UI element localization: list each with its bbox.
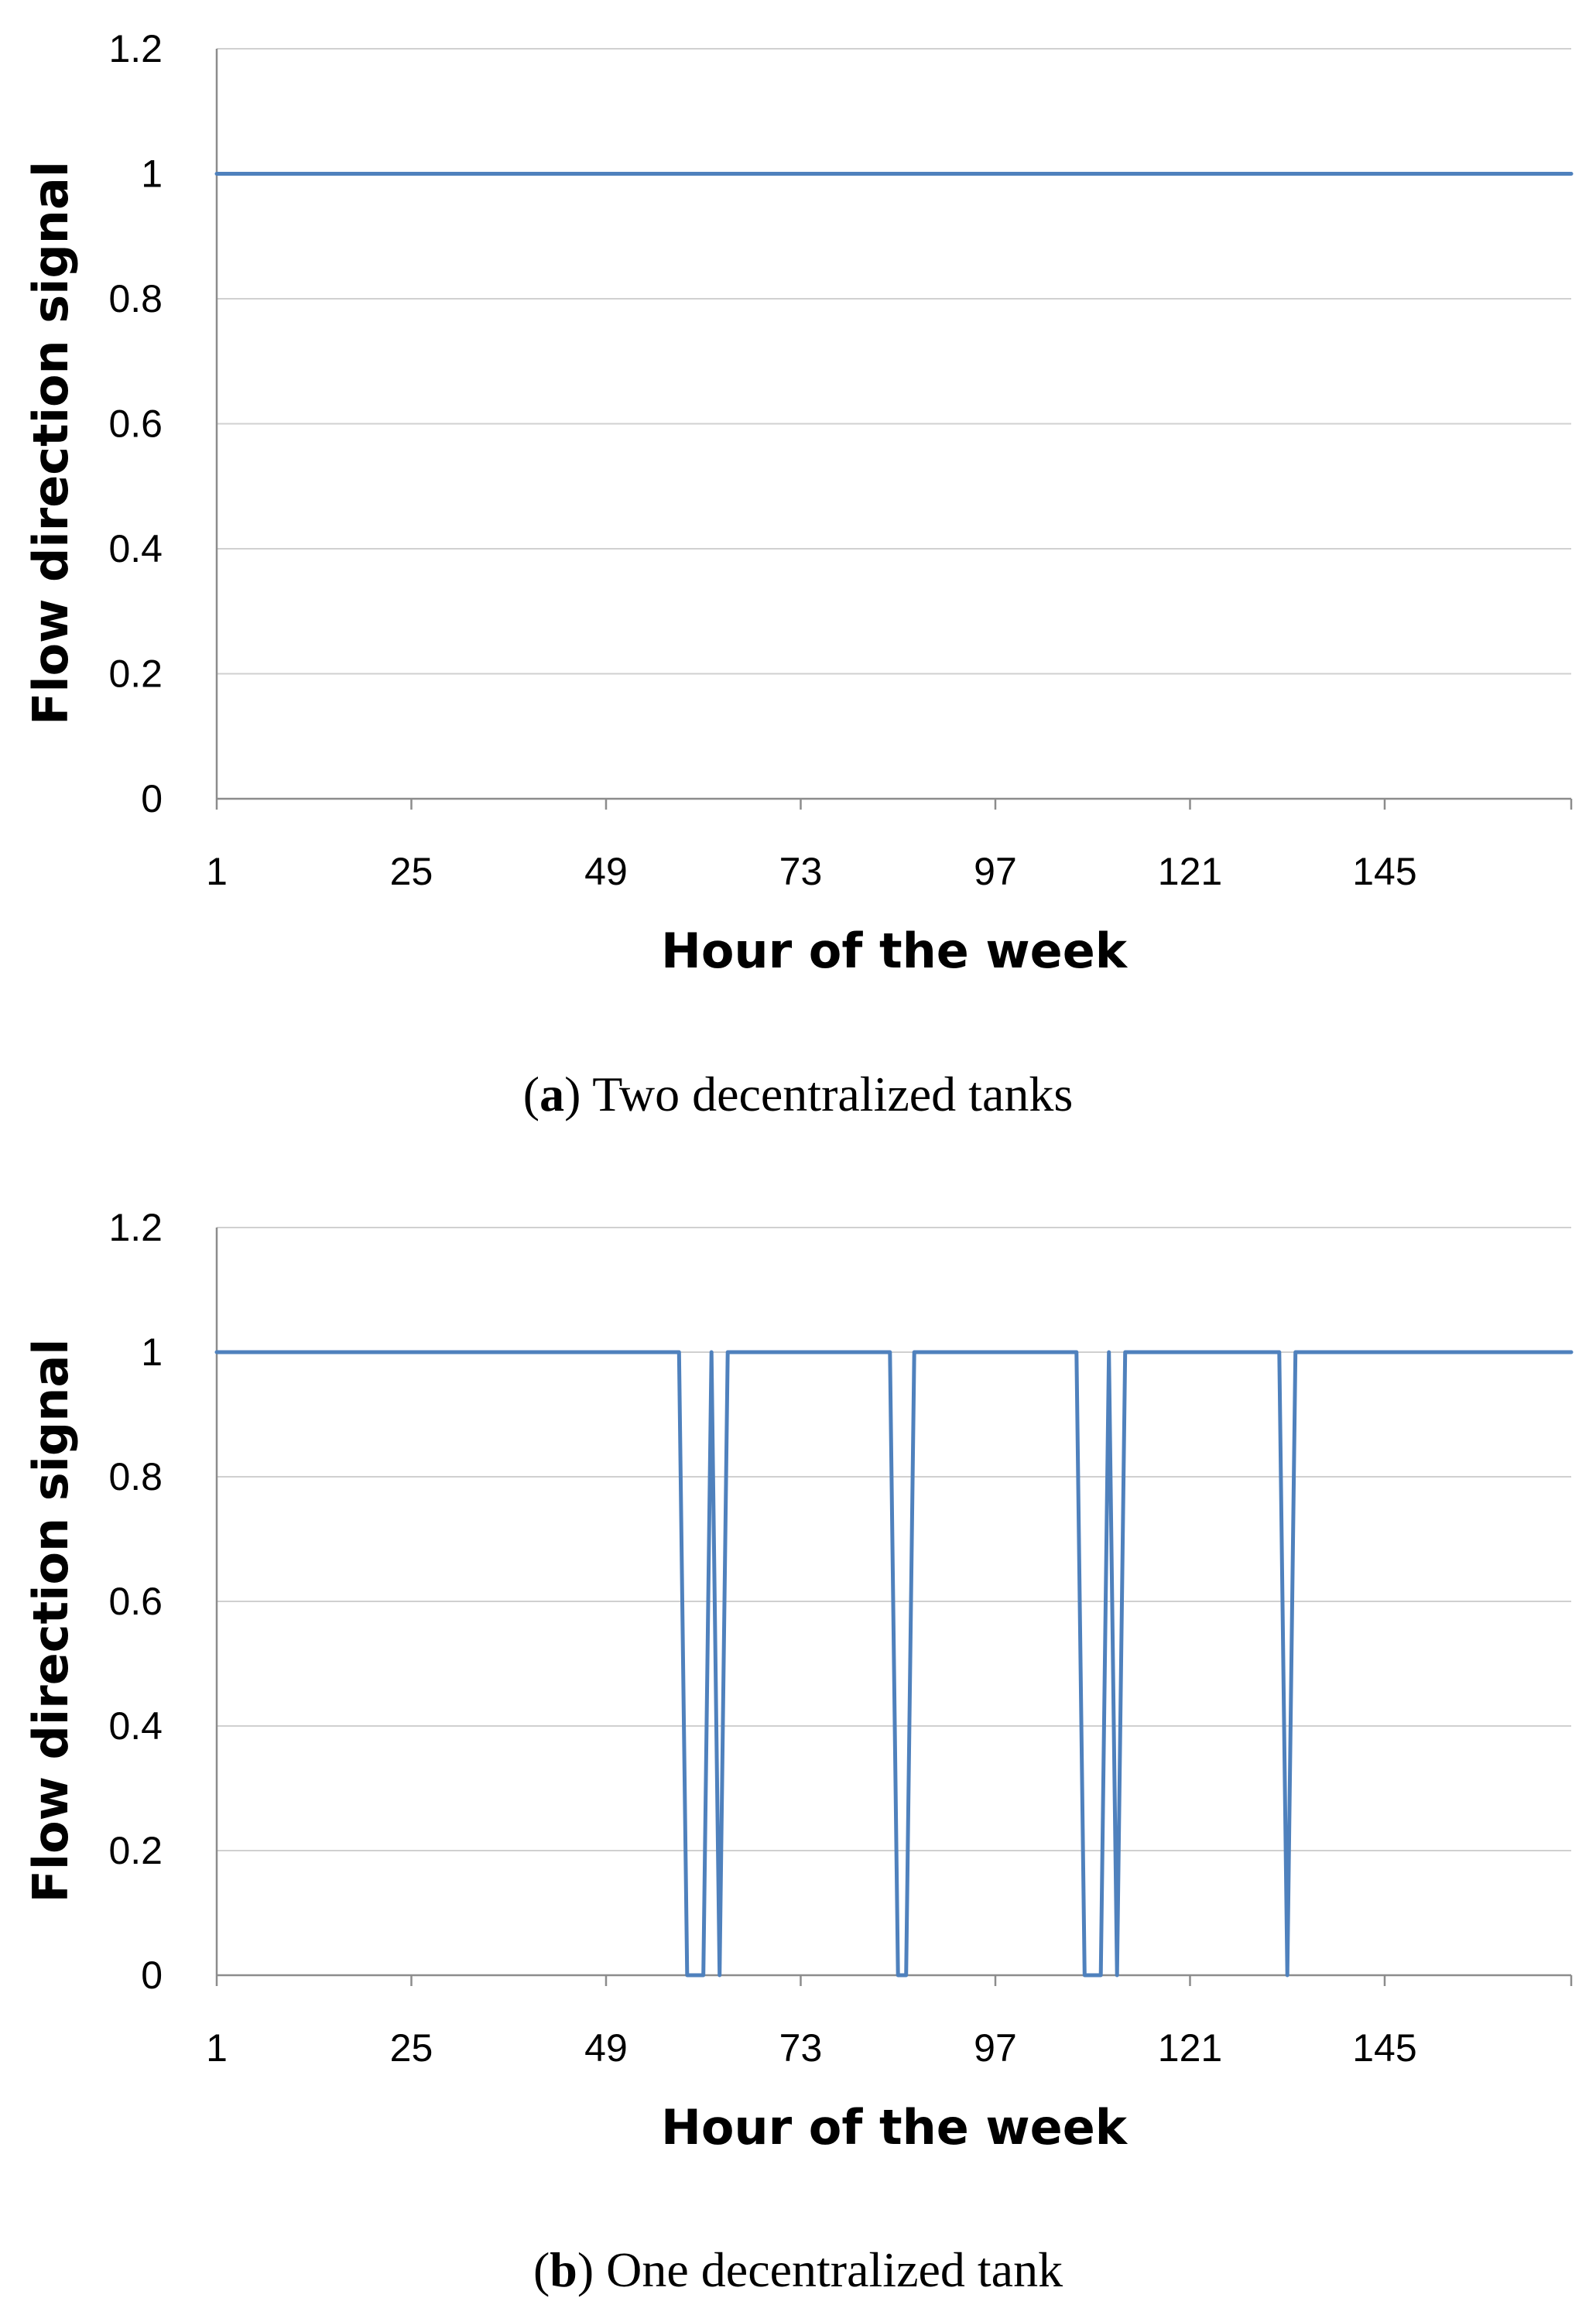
caption-close-paren: ) [564, 1067, 592, 1122]
series-layer [214, 1350, 1574, 1978]
caption-text: One decentralized tank [606, 2242, 1063, 2297]
y-tick-label: 0.6 [108, 402, 163, 446]
caption-close-paren: ) [577, 2242, 606, 2297]
x-tick-label: 1 [206, 2026, 228, 2070]
y-tick-label: 1.2 [108, 27, 163, 70]
x-axis-title: Hour of the week [661, 923, 1129, 979]
y-tick-label: 0.8 [108, 277, 163, 320]
y-tick-label: 0.8 [108, 1455, 163, 1498]
y-tick-label: 0.6 [108, 1580, 163, 1623]
x-tick-label: 25 [390, 850, 433, 893]
x-tick-labels: 1 25 49 73 97 121 145 [206, 2026, 1417, 2070]
x-axis-title: Hour of the week [661, 2099, 1129, 2156]
grid-lines [217, 48, 1571, 675]
y-tick-label: 0.4 [108, 1704, 163, 1748]
x-tick-label: 1 [206, 850, 228, 893]
y-tick-label: 1 [141, 152, 163, 196]
y-tick-label: 0.2 [108, 652, 163, 696]
y-tick-label: 1.2 [108, 1206, 163, 1249]
y-tick-label: 0.2 [108, 1829, 163, 1872]
x-tick-labels: 1 25 49 73 97 121 145 [206, 850, 1417, 893]
x-tick-label: 145 [1352, 2026, 1416, 2070]
panel-b: 0 0.2 0.4 0.6 0.8 1 1.2 1 25 49 73 97 121 145 Hour o… [22, 1206, 1574, 2297]
x-tick-label: 73 [779, 850, 823, 893]
caption-b: (b) One decentralized tank [533, 2242, 1063, 2297]
y-tick-label: 1 [141, 1330, 163, 1374]
x-tick-label: 121 [1158, 2026, 1222, 2070]
y-tick-label: 0 [141, 777, 163, 820]
panel-a: 0 0.2 0.4 0.6 0.8 1 1.2 1 25 49 73 97 121 145 Hour o… [22, 27, 1574, 1122]
y-tick-labels: 0 0.2 0.4 0.6 0.8 1 1.2 [108, 27, 163, 820]
y-tick-label: 0 [141, 1954, 163, 1997]
x-tick-label: 49 [584, 2026, 628, 2070]
x-tick-label: 145 [1352, 850, 1416, 893]
x-tick-marks [215, 799, 1573, 810]
x-tick-label: 73 [779, 2026, 823, 2070]
caption-open-paren: ( [523, 1067, 539, 1122]
caption-text: Two decentralized tanks [592, 1067, 1073, 1122]
caption-a: (a) Two decentralized tanks [523, 1067, 1074, 1122]
caption-open-paren: ( [533, 2242, 550, 2297]
x-tick-label: 97 [974, 2026, 1017, 2070]
x-tick-label: 97 [974, 850, 1017, 893]
series-line [214, 1350, 1574, 1978]
x-tick-label: 121 [1158, 850, 1222, 893]
x-tick-marks [215, 1975, 1573, 1986]
caption-letter: a [539, 1067, 564, 1122]
y-tick-label: 0.4 [108, 527, 163, 570]
y-axis-title: Flow direction signal [22, 1338, 79, 1902]
x-tick-label: 49 [584, 850, 628, 893]
y-tick-labels: 0 0.2 0.4 0.6 0.8 1 1.2 [108, 1206, 163, 1997]
caption-letter: b [550, 2242, 577, 2297]
y-axis-title: Flow direction signal [22, 161, 79, 725]
x-tick-label: 25 [390, 2026, 433, 2070]
